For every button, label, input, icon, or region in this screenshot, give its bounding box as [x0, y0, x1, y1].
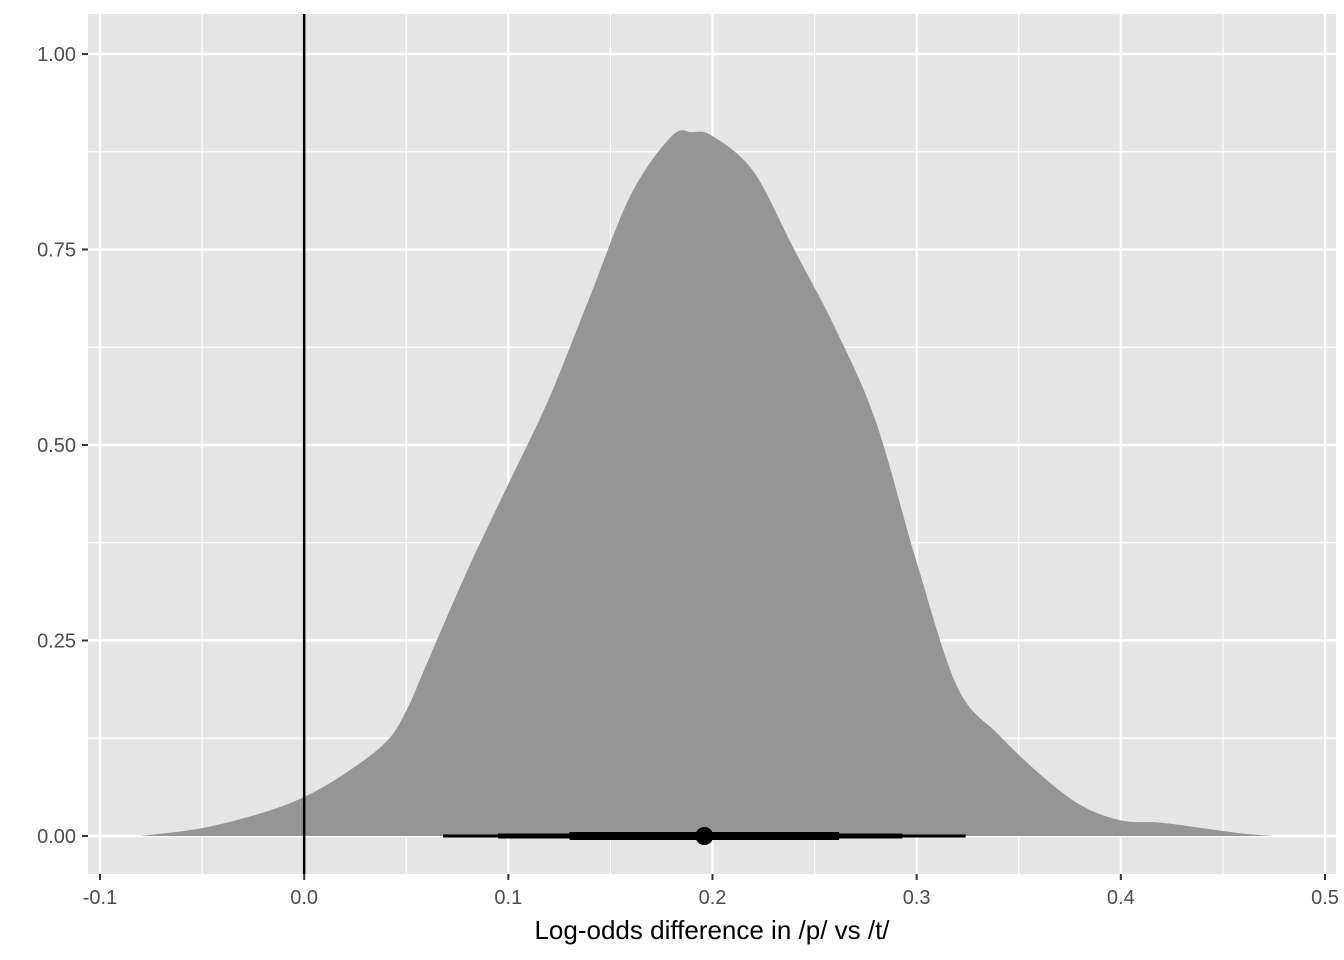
- x-tick-label: 0.1: [494, 887, 522, 909]
- y-tick-label: 0.25: [37, 631, 76, 653]
- x-tick-label: 0.2: [699, 887, 727, 909]
- y-tick-label: 0.75: [37, 240, 76, 262]
- x-axis-title: Log-odds difference in /p/ vs /t/: [534, 915, 890, 945]
- x-tick-label: -0.1: [83, 887, 117, 909]
- y-tick-label: 1.00: [37, 44, 76, 66]
- x-tick-label: 0.0: [290, 887, 318, 909]
- x-tick-label: 0.5: [1311, 887, 1339, 909]
- y-tick-label: 0.50: [37, 435, 76, 457]
- x-axis: -0.1 0.0 0.1 0.2 0.3 0.4 0.5: [83, 874, 1339, 909]
- density-area: [140, 130, 1274, 837]
- x-tick-label: 0.4: [1107, 887, 1135, 909]
- x-tick-label: 0.3: [903, 887, 931, 909]
- y-tick-label: 0.00: [37, 826, 76, 848]
- y-axis: 0.00 0.25 0.50 0.75 1.00: [37, 44, 88, 848]
- point-estimate-dot: [695, 827, 714, 845]
